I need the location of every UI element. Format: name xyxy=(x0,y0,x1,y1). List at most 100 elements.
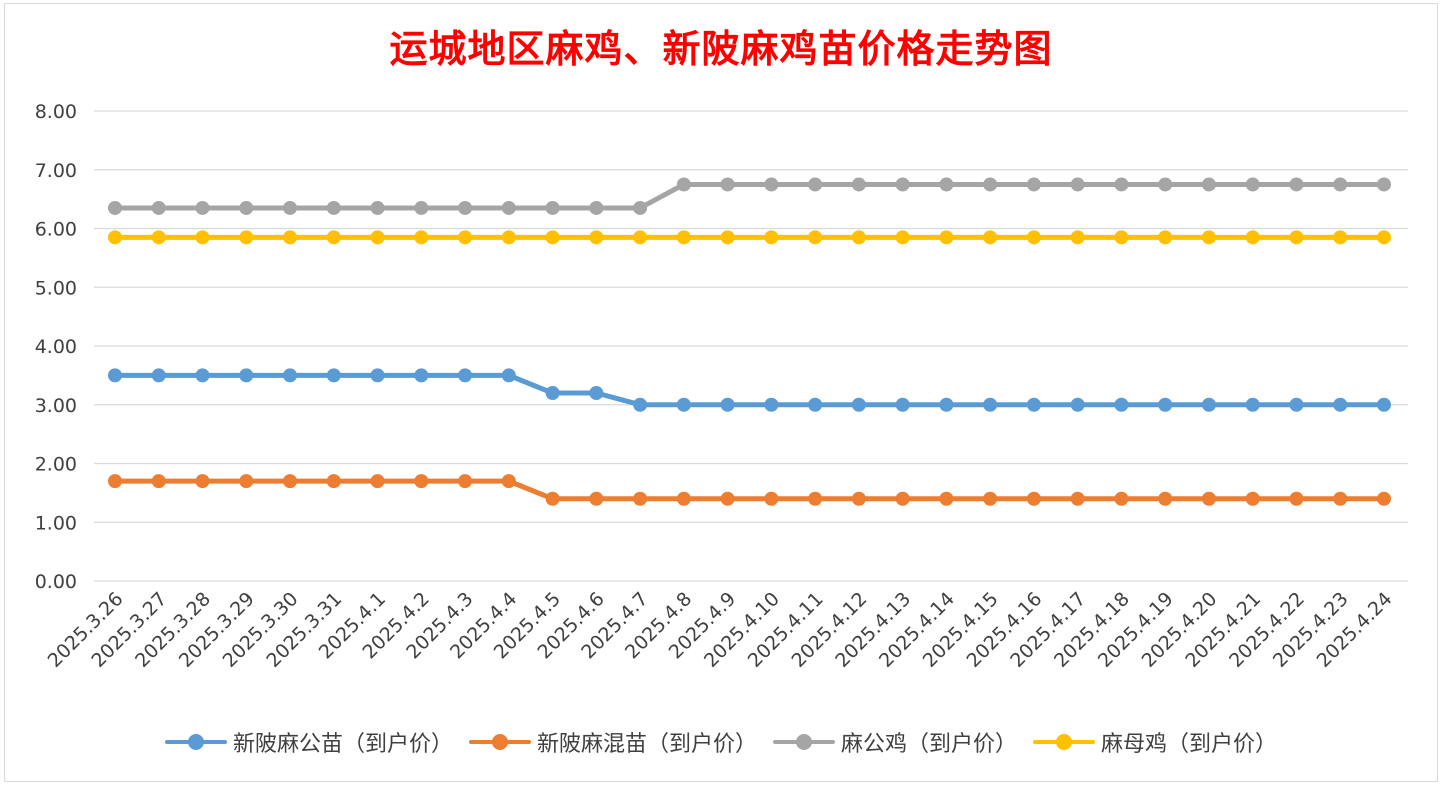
series-line xyxy=(112,478,1387,502)
data-point xyxy=(720,177,735,192)
data-point xyxy=(1245,177,1260,192)
data-point xyxy=(808,177,823,192)
data-point xyxy=(108,230,122,245)
data-point xyxy=(1158,230,1173,245)
data-point xyxy=(764,491,779,506)
data-point xyxy=(1114,177,1129,192)
data-point xyxy=(808,491,823,506)
data-point xyxy=(458,474,473,489)
series-4 xyxy=(108,230,1391,245)
data-point xyxy=(589,386,604,400)
data-point xyxy=(633,230,648,245)
data-point xyxy=(764,177,779,192)
data-point xyxy=(283,368,298,383)
series-2 xyxy=(108,474,1391,506)
series-line xyxy=(112,181,1387,211)
data-point xyxy=(1333,491,1348,506)
y-tick-label: 0.00 xyxy=(35,571,77,593)
data-point xyxy=(1201,397,1216,412)
data-point xyxy=(1289,177,1304,192)
data-point xyxy=(195,200,210,215)
data-point xyxy=(1333,177,1348,192)
data-point xyxy=(589,230,604,245)
data-point xyxy=(589,200,604,215)
data-point xyxy=(1289,397,1304,412)
legend-label: 麻母鸡（到户价） xyxy=(1101,732,1278,757)
data-point xyxy=(151,474,166,489)
legend-label: 麻公鸡（到户价） xyxy=(841,732,1018,757)
y-tick-label: 6.00 xyxy=(35,219,77,241)
data-point xyxy=(326,230,341,245)
data-point xyxy=(676,397,691,412)
data-point xyxy=(370,368,385,383)
series-line xyxy=(112,372,1387,408)
data-point xyxy=(195,230,210,245)
data-point xyxy=(808,397,823,412)
data-point xyxy=(1289,491,1304,506)
data-point xyxy=(195,474,210,489)
data-point xyxy=(1245,491,1260,506)
data-point xyxy=(501,368,516,383)
data-point xyxy=(851,397,866,412)
data-point xyxy=(1070,177,1085,192)
data-point xyxy=(720,491,735,506)
data-point xyxy=(1070,397,1085,412)
data-point xyxy=(283,474,298,489)
data-point xyxy=(501,200,516,215)
legend: 新陂麻公苗（到户价） 新陂麻混苗（到户价） 麻公鸡（到户价） 麻母鸡（到户价） xyxy=(0,722,1442,762)
data-point xyxy=(1026,230,1041,245)
data-point xyxy=(633,397,648,412)
data-point xyxy=(895,177,910,192)
data-point xyxy=(1114,491,1129,506)
data-point xyxy=(676,177,691,192)
data-point xyxy=(414,200,429,215)
data-point xyxy=(983,491,998,506)
data-point xyxy=(1289,230,1304,245)
legend-swatch xyxy=(164,734,227,750)
legend-item: 新陂麻公苗（到户价） xyxy=(164,726,453,758)
data-point xyxy=(1245,397,1260,412)
data-point xyxy=(1158,397,1173,412)
data-point xyxy=(545,386,560,400)
data-point xyxy=(1158,491,1173,506)
data-point xyxy=(764,230,779,245)
data-point xyxy=(414,474,429,489)
data-point xyxy=(895,491,910,506)
series-layer xyxy=(108,177,1391,506)
data-point xyxy=(370,230,385,245)
x-axis-ticks: 2025.3.262025.3.272025.3.282025.3.292025… xyxy=(44,588,1397,672)
data-point xyxy=(1245,230,1260,245)
data-point xyxy=(239,368,254,383)
data-point xyxy=(326,368,341,383)
data-point xyxy=(851,230,866,245)
data-point xyxy=(851,491,866,506)
data-point xyxy=(1377,491,1391,506)
data-point xyxy=(1114,397,1129,412)
data-point xyxy=(676,230,691,245)
y-tick-label: 3.00 xyxy=(35,395,77,417)
legend-item: 麻母鸡（到户价） xyxy=(1033,726,1277,758)
data-point xyxy=(326,200,341,215)
data-point xyxy=(501,230,516,245)
data-point xyxy=(1201,230,1216,245)
data-point xyxy=(1201,177,1216,192)
data-point xyxy=(1377,177,1391,192)
y-tick-label: 7.00 xyxy=(35,160,77,182)
y-tick-label: 4.00 xyxy=(35,336,77,358)
data-point xyxy=(983,230,998,245)
data-point xyxy=(851,177,866,192)
legend-item: 新陂麻混苗（到户价） xyxy=(468,726,757,758)
data-point xyxy=(1114,230,1129,245)
data-point xyxy=(1026,491,1041,506)
data-point xyxy=(414,368,429,383)
series-3 xyxy=(108,177,1391,215)
data-point xyxy=(108,200,122,215)
data-point xyxy=(1377,397,1391,412)
data-point xyxy=(283,200,298,215)
data-point xyxy=(1333,230,1348,245)
data-point xyxy=(370,474,385,489)
chart-title: 运城地区麻鸡、新陂麻鸡苗价格走势图 xyxy=(389,26,1053,71)
data-point xyxy=(283,230,298,245)
data-point xyxy=(808,230,823,245)
legend-item: 麻公鸡（到户价） xyxy=(773,726,1017,758)
